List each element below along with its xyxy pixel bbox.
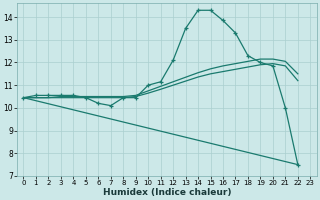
X-axis label: Humidex (Indice chaleur): Humidex (Indice chaleur) <box>103 188 231 197</box>
